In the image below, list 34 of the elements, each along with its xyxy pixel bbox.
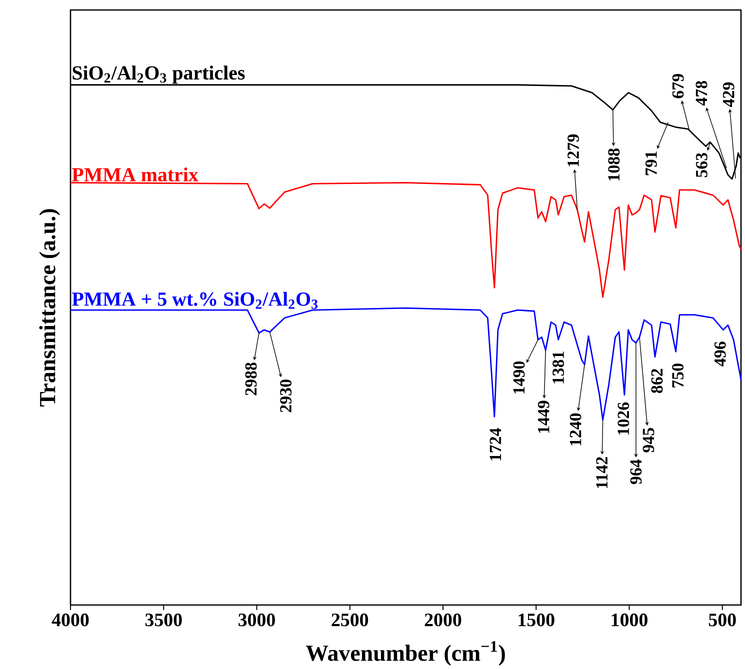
x-axis-title: Wavenumber (cm$^{−1}$) (306, 641, 505, 666)
x-tick-label: 3500 (145, 614, 182, 626)
x-tick-label: 4000 (52, 614, 89, 626)
annotation: 1240 (570, 413, 582, 446)
annotation: 1026 (618, 402, 630, 434)
annotation: 964 (630, 460, 642, 484)
annotation: 1279 (568, 134, 579, 166)
annotation: 1088 (608, 148, 620, 180)
annotation: 945 (642, 428, 654, 452)
annotation: 1490 (513, 361, 525, 394)
annotation: 429 (722, 82, 734, 108)
series-label: SiO$_{2}$/Al$_{2}$O$_{3}$ particles (72, 66, 245, 84)
x-tick-label: 1500 (518, 614, 554, 626)
annotation: 496 (714, 342, 726, 366)
annotation: 791 (645, 152, 657, 176)
x-tick-label: 500 (708, 614, 736, 626)
x-tick-label: 3000 (238, 614, 275, 626)
x-tick-label: 2500 (332, 614, 368, 626)
annotation: 862 (651, 368, 663, 394)
annotation: 1724 (490, 428, 502, 460)
series-label: PMMA + 5 wt.% SiO$_{2}$/Al$_{2}$O$_{3}$ (72, 292, 318, 309)
annotation: 1381 (552, 352, 564, 384)
annotation: 679 (672, 74, 684, 98)
x-tick-label: 1000 (612, 614, 648, 626)
x-tick-label: 2000 (424, 614, 462, 626)
annotation: 2988 (245, 362, 257, 396)
annotation: 1142 (596, 457, 608, 488)
annotation: 478 (696, 81, 708, 106)
y-axis-title: Transmittance (a.u.) (39, 209, 60, 407)
annotation: 2930 (280, 380, 292, 412)
annotation: 563 (696, 153, 708, 178)
series-label: PMMA matrix (72, 167, 198, 182)
annotation: 1449 (538, 400, 550, 433)
annotation: 750 (672, 364, 684, 388)
